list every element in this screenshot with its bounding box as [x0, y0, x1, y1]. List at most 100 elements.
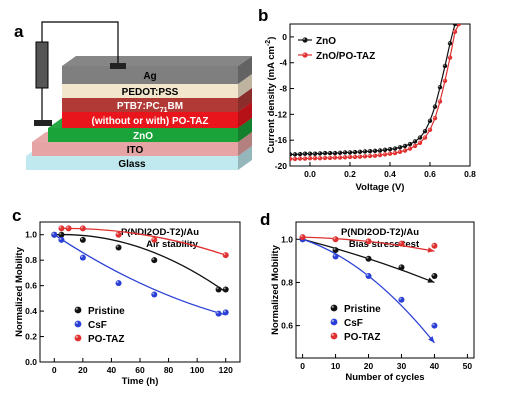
- data-point: [437, 99, 443, 104]
- data-point: [151, 291, 158, 298]
- layer-side-face: [238, 102, 252, 128]
- data-point-highlight: [293, 157, 295, 159]
- legend-label: Pristine: [88, 306, 125, 317]
- plot-frame: [289, 23, 471, 167]
- data-point-highlight: [308, 152, 310, 154]
- fit-curve: [53, 234, 226, 316]
- data-point-highlight: [363, 149, 365, 152]
- data-point: [292, 152, 298, 157]
- y-tick-label: 0.0: [25, 357, 37, 367]
- data-point: [332, 253, 339, 260]
- data-point: [297, 151, 303, 157]
- chart-subtitle: Air stability: [146, 239, 198, 250]
- layer-front-face: [32, 142, 238, 156]
- data-point-highlight: [333, 254, 336, 257]
- air-stability-chart: 0 20 40 60 80 100 120 0.0 0.2 0.4 0.6 0.8 1.0 Time (h…: [14, 221, 241, 387]
- data-point-highlight: [59, 226, 62, 229]
- data-point-highlight: [398, 145, 400, 148]
- data-point: [365, 272, 372, 279]
- layer-front-face: [26, 156, 238, 170]
- data-point: [337, 155, 343, 160]
- data-point-highlight: [388, 147, 390, 150]
- x-tick-label: 100: [190, 365, 204, 375]
- data-point: [407, 146, 413, 151]
- series-group: [290, 24, 462, 162]
- fit-curve: [302, 238, 435, 344]
- data-point-highlight: [80, 237, 83, 240]
- y-tick-label: 0.8: [25, 255, 37, 265]
- legend-marker-highlight: [331, 305, 334, 308]
- bottom-contact: [34, 120, 52, 126]
- data-point: [431, 322, 438, 329]
- data-point: [332, 236, 339, 243]
- data-point-highlight: [433, 116, 435, 119]
- data-point: [362, 149, 368, 154]
- layer-side-face: [238, 146, 252, 170]
- data-point-highlight: [313, 156, 315, 159]
- y-axis-label: Current density (mA cm-2): [265, 37, 277, 154]
- data-point: [58, 236, 65, 243]
- data-point-highlight: [413, 144, 415, 146]
- data-point: [372, 148, 378, 154]
- panel-label-c: c: [12, 206, 22, 225]
- data-point-highlight: [358, 155, 360, 157]
- data-point: [342, 155, 348, 160]
- data-point: [312, 151, 318, 156]
- data-point: [352, 149, 358, 155]
- data-point: [447, 55, 453, 60]
- layer-label: ZnO: [133, 131, 153, 142]
- data-point-highlight: [428, 128, 430, 130]
- data-point-highlight: [223, 287, 226, 290]
- data-point: [337, 150, 343, 155]
- data-point-highlight: [323, 156, 325, 158]
- x-tick-label: 120: [219, 365, 233, 375]
- data-point: [79, 236, 86, 243]
- data-point-highlight: [428, 119, 430, 121]
- data-point-highlight: [366, 273, 369, 276]
- data-point-highlight: [443, 79, 445, 81]
- data-point: [372, 153, 378, 158]
- data-point: [407, 141, 413, 147]
- data-point-highlight: [438, 85, 440, 88]
- legend-marker-highlight: [303, 38, 305, 40]
- data-point-highlight: [348, 155, 350, 157]
- data-point: [417, 135, 423, 140]
- data-point: [332, 155, 338, 160]
- data-point: [115, 244, 122, 251]
- x-tick-label: 40: [107, 365, 117, 375]
- data-point: [382, 152, 388, 157]
- layer-front-face: [62, 84, 238, 98]
- data-point: [215, 286, 222, 293]
- data-point-highlight: [448, 56, 450, 58]
- data-point-highlight: [403, 148, 405, 151]
- data-point: [427, 127, 433, 133]
- legend-marker-highlight: [75, 307, 78, 310]
- x-axis-label: Number of cycles: [345, 372, 424, 383]
- chart-subtitle: Bias stress test: [349, 239, 420, 250]
- data-point-highlight: [313, 152, 315, 154]
- x-axis-label: Voltage (V): [356, 182, 405, 193]
- data-point-highlight: [408, 147, 410, 149]
- data-point: [58, 225, 65, 232]
- data-point-highlight: [343, 155, 345, 158]
- x-tick-label: 20: [78, 365, 88, 375]
- data-point-highlight: [328, 151, 330, 154]
- data-point: [367, 153, 373, 159]
- data-point: [422, 128, 428, 134]
- data-point-highlight: [303, 157, 305, 159]
- y-tick-label: -4: [279, 58, 287, 68]
- x-tick-label: 0.8: [464, 169, 476, 179]
- y-axis-label: Normalized Mobility: [270, 244, 281, 334]
- data-point: [387, 151, 393, 156]
- data-point: [382, 147, 388, 153]
- data-point-highlight: [366, 256, 369, 259]
- data-point-highlight: [378, 148, 380, 151]
- legend-marker: [74, 334, 82, 342]
- data-point-highlight: [59, 237, 62, 240]
- legend-marker-highlight: [75, 321, 78, 324]
- data-point: [222, 286, 229, 293]
- data-point: [115, 280, 122, 287]
- x-tick-label: 60: [135, 365, 145, 375]
- legend-marker: [330, 332, 338, 340]
- layer-label: ITO: [127, 145, 144, 156]
